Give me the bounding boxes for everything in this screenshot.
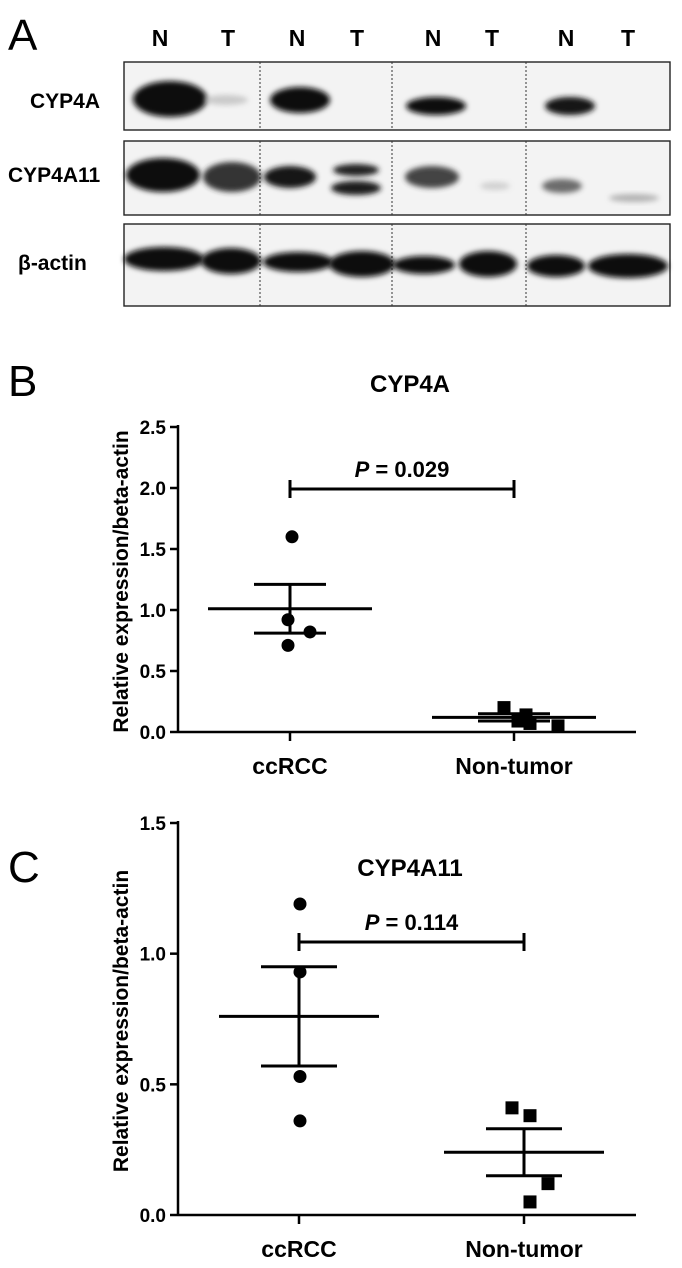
p-value-label: P = 0.029 <box>355 457 450 482</box>
y-tick-label: 0.0 <box>140 1206 166 1227</box>
x-category-label: Non-tumor <box>465 1236 583 1262</box>
panel-a-letter: A <box>8 11 38 60</box>
blot-band <box>459 251 517 277</box>
data-point <box>497 701 511 715</box>
data-point <box>293 1114 307 1128</box>
blot-band <box>609 194 659 202</box>
protein-label: CYP4A11 <box>8 164 101 187</box>
p-value-label: P = 0.114 <box>365 910 459 935</box>
blot-band <box>405 166 459 188</box>
blot-band <box>204 95 248 105</box>
blot-band <box>393 256 455 274</box>
y-tick-label: 0.0 <box>140 723 166 744</box>
lane-label: T <box>485 25 499 51</box>
p-value-text: = 0.029 <box>369 457 449 482</box>
blot-band <box>203 162 261 192</box>
blot-band <box>406 97 466 115</box>
blot-band <box>331 181 381 195</box>
y-tick-label: 0.5 <box>140 662 167 683</box>
data-point <box>505 1101 519 1115</box>
data-point <box>523 716 537 730</box>
blot-band <box>201 248 261 274</box>
blot-band <box>588 254 668 278</box>
panel-a: A N T N T N T N T CYP4A CYP4A11 β-actin <box>8 11 671 307</box>
y-tick-label: 1.5 <box>140 814 167 835</box>
blot-band <box>480 182 510 190</box>
blot-band <box>545 97 595 115</box>
data-point <box>293 897 307 911</box>
y-axis-label: Relative expression/beta-actin <box>110 870 133 1172</box>
protein-labels: CYP4A CYP4A11 β-actin <box>8 90 101 275</box>
y-tick-label: 1.0 <box>140 601 166 622</box>
p-value-text: = 0.114 <box>379 910 459 935</box>
lane-label: T <box>221 25 235 51</box>
x-category-label: ccRCC <box>261 1236 336 1262</box>
lane-label: T <box>621 25 635 51</box>
data-point <box>523 1195 537 1209</box>
blot-band <box>263 252 333 272</box>
blot-band <box>329 251 395 277</box>
y-tick-label: 1.0 <box>140 945 166 966</box>
lane-label: N <box>425 25 442 51</box>
y-axis-label: Relative expression/beta-actin <box>110 430 133 732</box>
blot-band <box>527 255 585 277</box>
blot-strips <box>123 61 671 307</box>
data-point <box>285 530 299 544</box>
lane-label: N <box>558 25 575 51</box>
protein-label: β-actin <box>18 252 87 275</box>
x-category-label: Non-tumor <box>455 753 573 779</box>
blot-band <box>264 166 316 188</box>
panel-c-chart: C CYP4A11 Relative expression/beta-actin 0… <box>8 814 636 1262</box>
lane-label: N <box>152 25 169 51</box>
y-tick-label: 2.5 <box>140 418 167 439</box>
blot-band <box>124 247 204 271</box>
blot-band <box>133 81 207 117</box>
x-category-label: ccRCC <box>252 753 327 779</box>
y-tick-label: 1.5 <box>140 540 167 561</box>
data-point <box>541 1177 555 1191</box>
blot-band <box>333 164 379 176</box>
protein-label: CYP4A <box>30 90 100 113</box>
data-point <box>281 613 295 627</box>
panel-c-letter: C <box>8 843 40 892</box>
blot-band <box>542 179 582 193</box>
panel-b-letter: B <box>8 357 37 406</box>
y-tick-label: 0.5 <box>140 1075 167 1096</box>
y-tick-label: 2.0 <box>140 479 166 500</box>
p-symbol: P <box>365 910 380 935</box>
p-symbol: P <box>355 457 370 482</box>
blot-band <box>270 87 330 113</box>
data-point <box>551 719 565 733</box>
blot-band <box>126 158 200 192</box>
data-point <box>281 638 295 652</box>
data-point <box>523 1109 537 1123</box>
chart-title: CYP4A <box>370 371 450 398</box>
data-point <box>293 1069 307 1083</box>
panel-b-chart: B CYP4A Relative expression/beta-actin 0.0… <box>8 357 636 779</box>
lane-label: T <box>350 25 364 51</box>
lane-label: N <box>289 25 306 51</box>
chart-title: CYP4A11 <box>357 855 462 882</box>
